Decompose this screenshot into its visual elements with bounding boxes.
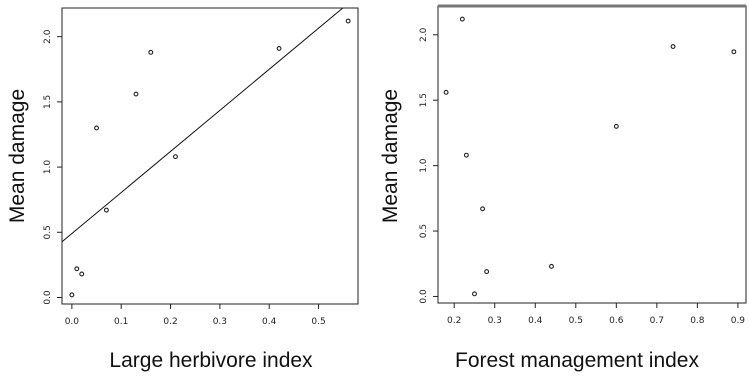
data-point [613, 123, 619, 129]
data-points-2 [443, 16, 737, 297]
data-point [463, 152, 469, 158]
data-point [148, 49, 154, 55]
x-tick-label: 0.5 [569, 316, 583, 326]
y-axis-ticks-2: 0.0 0.5 1.0 1.5 2.0 [419, 27, 438, 304]
y-tick-label: 2.0 [419, 27, 429, 42]
data-point [549, 263, 554, 269]
regression-line [61, 7, 344, 243]
x-tick-label: 0.4 [262, 317, 277, 327]
x-tick-label: 0.2 [447, 316, 461, 326]
data-point [472, 291, 477, 297]
data-point [443, 89, 449, 95]
data-point [103, 207, 109, 213]
data-point [173, 154, 178, 160]
x-tick-label: 0.5 [311, 317, 325, 327]
x-axis-title-2: Forest management index [455, 349, 699, 372]
data-point [74, 266, 80, 272]
y-tick-label: 0.0 [43, 290, 53, 305]
y-axis-title-2: Mean damage [379, 89, 402, 223]
regression-line-group [61, 7, 344, 243]
data-point [94, 125, 99, 131]
plot-frame-1 [61, 7, 359, 305]
x-tick-label: 0.1 [114, 317, 128, 327]
y-tick-label: 2.0 [43, 29, 53, 44]
data-point [69, 292, 75, 298]
x-axis-ticks-1: 0.0 0.1 0.2 0.3 0.4 0.5 [65, 304, 326, 327]
data-point [731, 49, 737, 55]
y-tick-label: 1.0 [419, 158, 429, 173]
data-points-1 [69, 18, 351, 298]
data-point [276, 45, 282, 51]
data-point [670, 44, 676, 50]
y-axis-ticks-1: 0.0 0.5 1.0 1.5 2.0 [43, 29, 62, 305]
x-axis-ticks-2: 0.2 0.3 0.4 0.5 0.6 0.7 0.8 0.9 [447, 303, 745, 326]
x-tick-label: 0.7 [650, 316, 664, 326]
data-point [484, 269, 490, 275]
x-tick-label: 0.0 [65, 317, 80, 327]
y-tick-label: 1.5 [419, 93, 429, 107]
x-tick-label: 0.2 [163, 317, 177, 327]
y-tick-label: 0.5 [43, 225, 53, 239]
panel-large-herbivore: 0.0 0.1 0.2 0.3 0.4 0.5 0.0 0.5 1.0 1.5 2.0 Large… [6, 7, 359, 372]
x-axis-title-1: Large herbivore index [109, 349, 313, 372]
panel-forest-management: 0.2 0.3 0.4 0.5 0.6 0.7 0.8 0.9 0.0 0.5 1.0 1.5 2.0… [379, 4, 747, 372]
x-tick-label: 0.8 [690, 316, 705, 326]
x-tick-label: 0.6 [609, 316, 624, 326]
x-tick-label: 0.4 [528, 316, 543, 326]
x-tick-label: 0.3 [213, 317, 227, 327]
y-tick-label: 1.5 [43, 95, 53, 109]
y-tick-label: 0.5 [419, 224, 429, 238]
data-point [459, 16, 465, 22]
y-tick-label: 0.0 [419, 289, 429, 304]
plot-frame-2 [437, 5, 747, 304]
data-point [79, 271, 85, 277]
x-tick-label: 0.3 [488, 316, 502, 326]
x-tick-label: 0.9 [731, 316, 746, 326]
data-point [480, 206, 486, 212]
y-tick-label: 1.0 [43, 160, 53, 175]
data-point [345, 18, 351, 24]
data-point [133, 91, 139, 97]
y-axis-title-1: Mean damage [6, 89, 29, 223]
